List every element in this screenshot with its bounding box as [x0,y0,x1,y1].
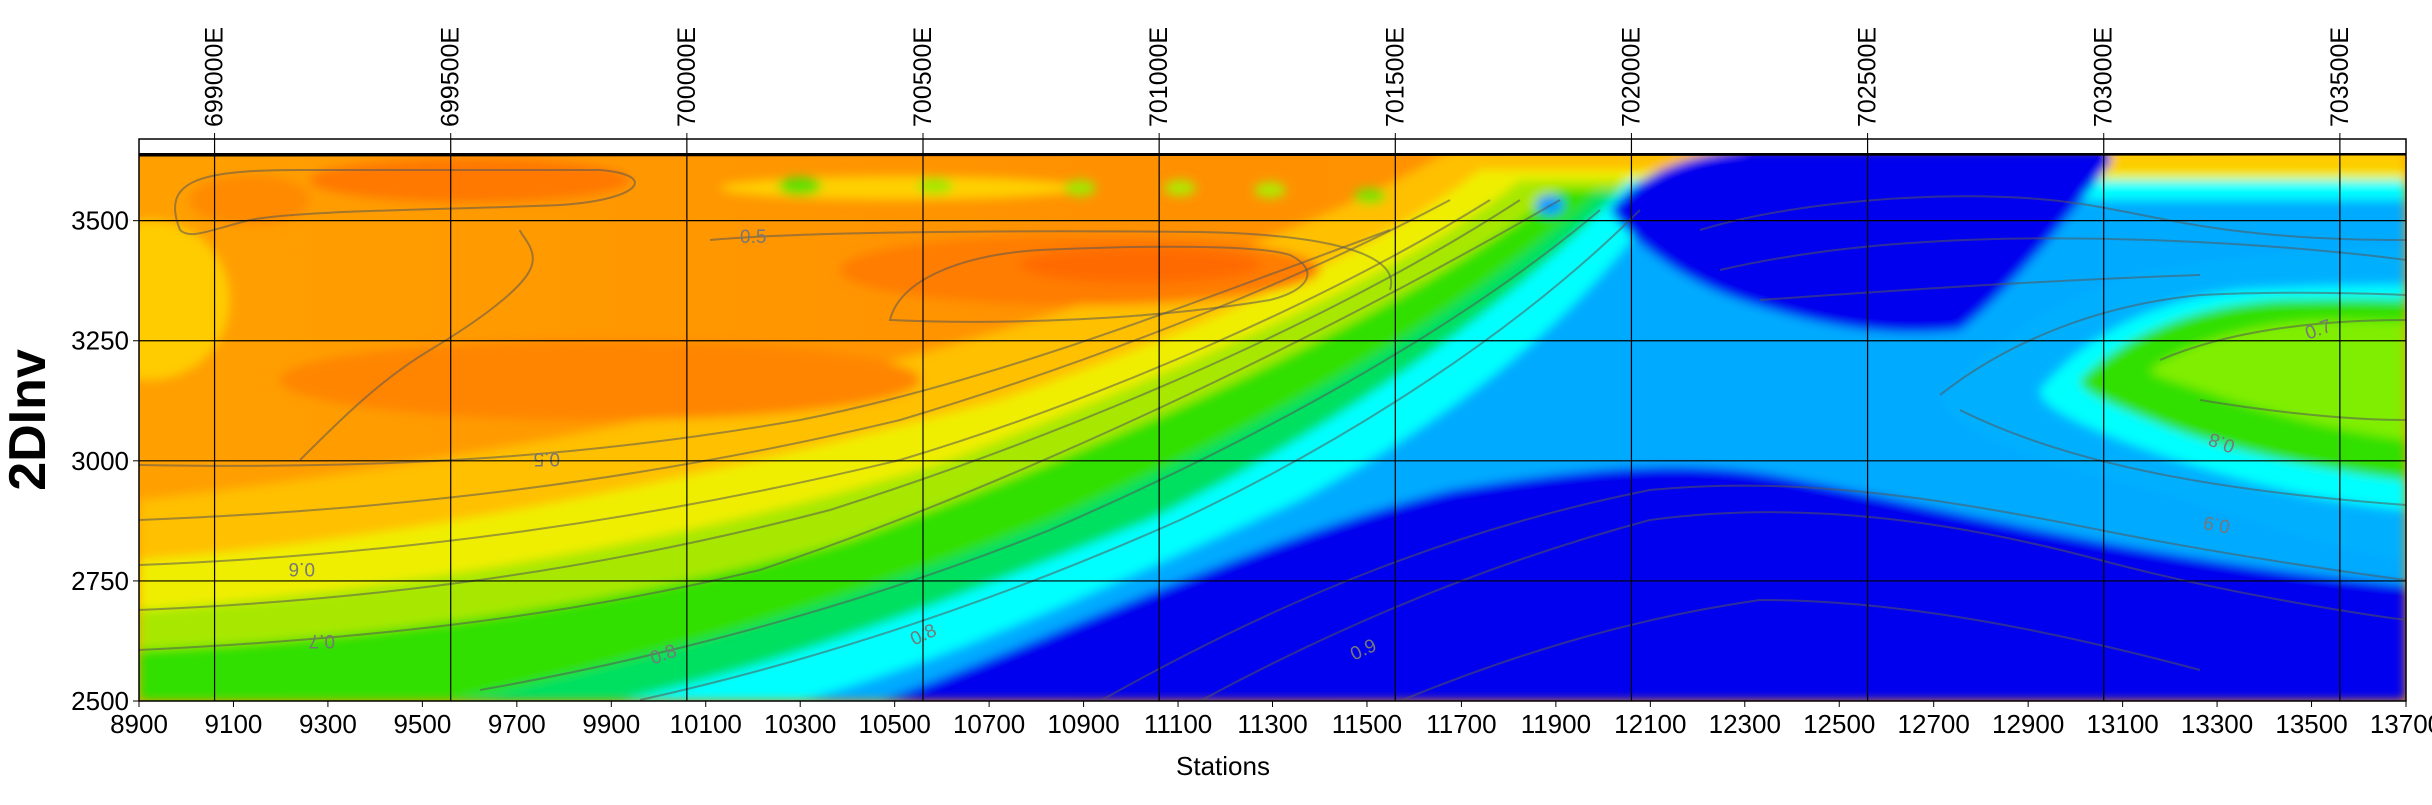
contour-label: 0.6 [289,558,315,579]
x-axis-title: Stations [1176,751,1270,781]
top-tick-label: 700500E [909,27,937,127]
top-tick-label: 702500E [1854,27,1882,127]
top-tick-label: 700000E [673,27,701,127]
x-tick-label: 11900 [1521,709,1591,739]
x-tick-label: 12100 [1614,709,1686,739]
x-tick-label: 13500 [2275,709,2347,739]
x-tick-label: 12500 [1803,709,1875,739]
x-tick-label: 13700 [2370,709,2432,739]
x-tick-label: 10300 [764,709,836,739]
top-tick-label: 703500E [2326,27,2354,127]
x-tick-label: 11700 [1426,709,1496,739]
x-tick-label: 9700 [488,709,546,739]
y-tick-label: 3250 [71,326,129,356]
x-tick-label: 12300 [1709,709,1781,739]
top-axis: 699000E 699500E 700000E 700500E 701000E 70150… [201,27,2354,139]
contour-label: 0.7 [309,630,335,651]
x-tick-label: 10500 [859,709,931,739]
x-tick-label: 10700 [953,709,1025,739]
y-tick-label: 3000 [71,446,129,476]
y-axis: 2500 2750 3000 3250 3500 [71,206,139,716]
x-tick-label: 9500 [393,709,451,739]
x-tick-label: 9300 [299,709,357,739]
grid-lines [139,139,2406,701]
x-tick-label: 11300 [1237,709,1307,739]
top-tick-label: 701500E [1381,27,1409,127]
contour-label: 0.5 [534,448,560,469]
x-tick-label: 11500 [1332,709,1402,739]
x-tick-label: 12700 [1898,709,1970,739]
x-tick-label: 10100 [670,709,742,739]
y-tick-label: 3500 [71,206,129,236]
x-tick-label: 8900 [110,709,168,739]
top-tick-label: 702000E [1617,27,1645,127]
heatmap-fill [139,139,2406,701]
top-tick-label: 699000E [201,27,229,127]
contour-label: 0.5 [740,227,766,248]
y-tick-label: 2500 [71,686,129,716]
top-tick-label: 703000E [2090,27,2118,127]
y-tick-label: 2750 [71,566,129,596]
x-tick-label: 13300 [2181,709,2253,739]
x-tick-label: 10900 [1047,709,1119,739]
contour-label: 0.9 [2202,511,2232,536]
side-title: 2DInv [0,349,57,491]
top-tick-label: 701000E [1145,27,1173,127]
x-tick-label: 9100 [205,709,263,739]
x-tick-label: 13100 [2086,709,2158,739]
top-tick-label: 699500E [437,27,465,127]
x-tick-label: 9900 [582,709,640,739]
plot-frame [138,138,2407,702]
x-tick-label: 11100 [1144,709,1212,739]
x-axis: 8900 9100 9300 9500 9700 9900 10100 10300 10500 1… [110,701,2432,739]
x-tick-label: 12900 [1992,709,2064,739]
